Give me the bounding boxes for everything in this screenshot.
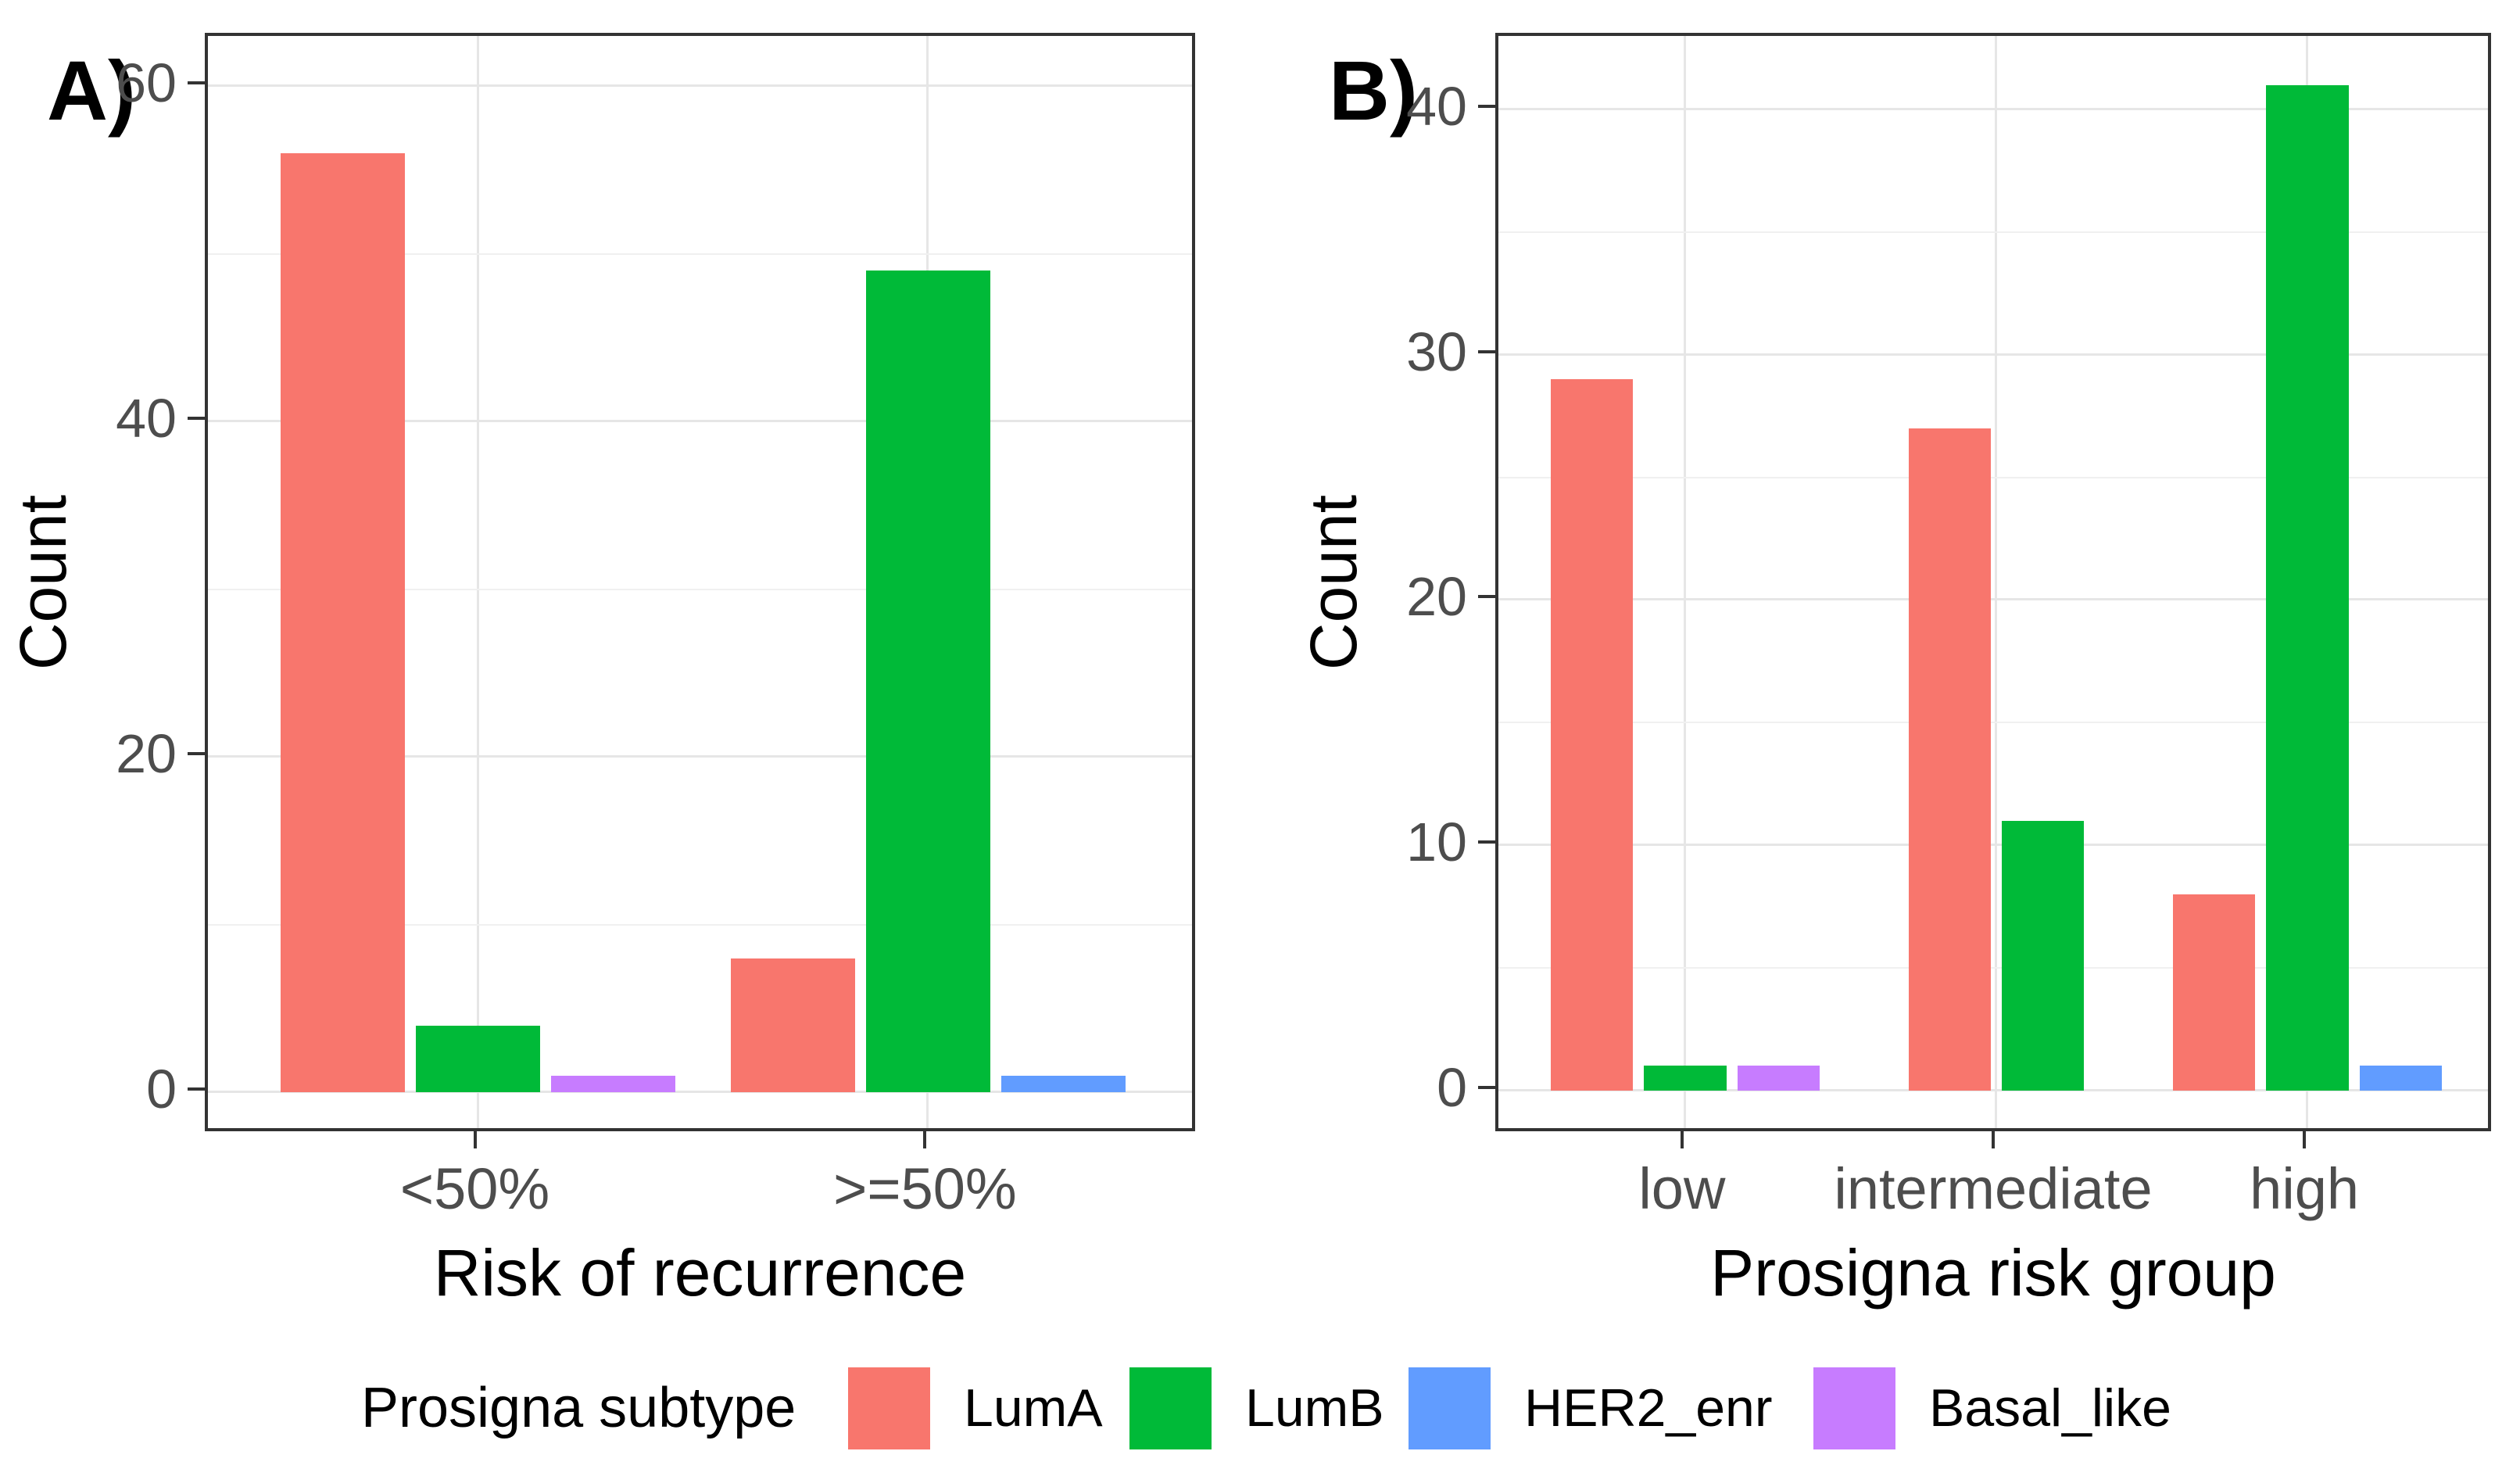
- minor-gridline: [1498, 476, 2488, 478]
- v-gridline: [476, 36, 479, 1128]
- legend-label-LumB: LumB: [1245, 1378, 1384, 1438]
- x-tick-label: >=50%: [833, 1156, 1017, 1221]
- bar-HER2_enr->=50%: [1000, 1075, 1126, 1093]
- y-tick-mark: [1478, 840, 1495, 844]
- v-gridline: [1683, 36, 1686, 1128]
- y-tick-mark: [188, 417, 205, 421]
- x-tick-label: intermediate: [1834, 1156, 2153, 1221]
- y-tick-label: 60: [116, 52, 177, 114]
- x-tick-mark: [473, 1131, 477, 1148]
- minor-gridline: [1498, 722, 2488, 724]
- major-gridline: [1498, 353, 2488, 356]
- x-tick-mark: [923, 1131, 927, 1148]
- y-tick-label: 30: [1406, 321, 1467, 382]
- legend-swatch-HER2_enr: [1409, 1367, 1491, 1449]
- legend-title: Prosigna subtype: [361, 1377, 796, 1439]
- y-tick-mark: [188, 752, 205, 756]
- bar-Basal_like-<50%: [550, 1075, 675, 1093]
- legend-swatch-LumA: [848, 1367, 930, 1449]
- legend-label-HER2_enr: HER2_enr: [1524, 1378, 1773, 1438]
- x-tick-label: high: [2250, 1156, 2360, 1221]
- plot-panel-b: [1495, 33, 2491, 1131]
- bar-LumB-high: [2266, 84, 2349, 1091]
- bar-HER2_enr-high: [2359, 1066, 2443, 1091]
- panel-label-b: B): [1329, 43, 1418, 138]
- y-tick-label: 0: [1437, 1056, 1467, 1118]
- x-tick-label: low: [1638, 1156, 1726, 1221]
- major-gridline: [1498, 843, 2488, 846]
- bar-LumA-<50%: [281, 153, 406, 1093]
- x-tick-mark: [2303, 1131, 2307, 1148]
- major-gridline: [208, 1091, 1192, 1094]
- y-tick-mark: [188, 81, 205, 85]
- legend-label-Basal_like: Basal_like: [1929, 1378, 2171, 1438]
- y-tick-mark: [188, 1087, 205, 1091]
- major-gridline: [208, 420, 1192, 423]
- y-tick-label: 20: [116, 723, 177, 785]
- bar-LumA->=50%: [731, 958, 856, 1093]
- minor-gridline: [208, 253, 1192, 255]
- major-gridline: [208, 755, 1192, 758]
- v-gridline: [1995, 36, 1997, 1128]
- legend-swatch-LumB: [1129, 1367, 1212, 1449]
- bar-LumB-intermediate: [2002, 820, 2085, 1091]
- y-axis-title-a: Count: [6, 494, 80, 670]
- y-tick-label: 40: [116, 388, 177, 450]
- legend-label-LumA: LumA: [964, 1378, 1103, 1438]
- bar-LumB->=50%: [866, 271, 990, 1093]
- x-tick-label: <50%: [399, 1156, 550, 1221]
- minor-gridline: [208, 923, 1192, 926]
- major-gridline: [1498, 1088, 2488, 1091]
- bar-LumA-intermediate: [1908, 428, 1991, 1091]
- y-tick-mark: [1478, 1085, 1495, 1089]
- y-tick-mark: [1478, 105, 1495, 109]
- bar-LumB-<50%: [416, 1025, 540, 1093]
- legend-swatch-Basal_like: [1813, 1367, 1895, 1449]
- y-tick-label: 20: [1406, 566, 1467, 628]
- x-tick-mark: [1992, 1131, 1995, 1148]
- x-axis-title-a: Risk of recurrence: [433, 1236, 967, 1310]
- minor-gridline: [208, 588, 1192, 590]
- y-tick-label: 0: [146, 1059, 177, 1120]
- bar-LumB-low: [1644, 1066, 1727, 1091]
- major-gridline: [208, 84, 1192, 88]
- bar-LumA-low: [1550, 379, 1634, 1091]
- y-tick-mark: [1478, 349, 1495, 353]
- y-tick-label: 40: [1406, 76, 1467, 138]
- minor-gridline: [1498, 231, 2488, 233]
- y-tick-label: 10: [1406, 811, 1467, 872]
- bar-Basal_like-low: [1737, 1066, 1820, 1091]
- major-gridline: [1498, 598, 2488, 601]
- y-tick-mark: [1478, 595, 1495, 599]
- major-gridline: [1498, 108, 2488, 111]
- plot-panel-a: [205, 33, 1195, 1131]
- x-tick-mark: [1680, 1131, 1684, 1148]
- bar-LumA-high: [2172, 894, 2256, 1091]
- x-axis-title-b: Prosigna risk group: [1710, 1236, 2276, 1310]
- minor-gridline: [1498, 966, 2488, 969]
- panel-label-a: A): [47, 43, 136, 138]
